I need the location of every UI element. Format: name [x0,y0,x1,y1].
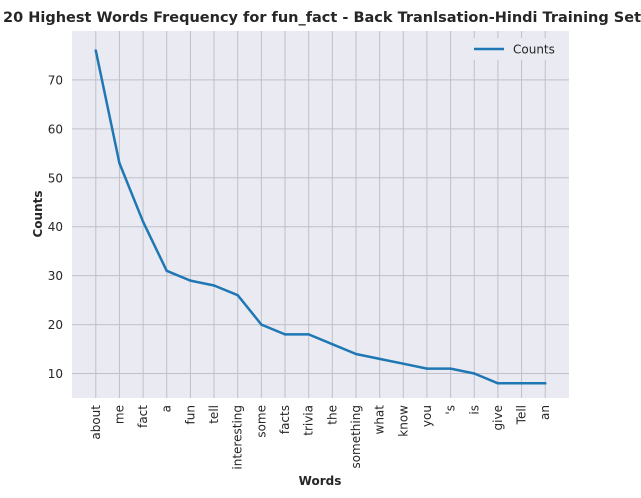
y-tick-label: 30 [48,269,63,283]
plot-area [72,31,569,398]
data-point [543,382,547,385]
data-point [260,323,263,326]
x-axis: about me fact a fun tell interesting some facts t… [89,405,552,470]
data-point [378,357,381,361]
x-tick-label: interesting [231,405,245,470]
x-tick-label: trivia [302,405,316,436]
legend-label: Counts [513,43,555,57]
data-point [141,220,145,224]
x-tick-label: give [491,405,505,430]
y-axis-label: Counts [31,190,45,237]
data-point [307,333,310,336]
data-point [212,284,216,287]
data-point [496,382,500,385]
y-tick-label: 60 [48,122,63,136]
data-point [425,367,429,370]
x-tick-label: know [396,405,410,437]
x-tick-label: tell [207,405,221,424]
x-tick-label: a [160,405,174,412]
y-tick-label: 40 [48,220,63,234]
chart-title: 20 Highest Words Frequency for fun_fact … [3,10,641,26]
x-tick-label: the [325,405,339,425]
x-tick-label: what [373,405,387,435]
x-tick-label: an [538,405,552,420]
y-tick-label: 50 [48,171,63,185]
data-point [189,279,192,282]
data-point [331,342,334,346]
data-point [283,333,287,336]
x-tick-label: facts [278,405,292,434]
data-point [236,293,239,297]
data-point [118,161,121,165]
y-tick-label: 10 [48,367,63,381]
x-tick-label: Tell [515,405,529,425]
legend-box [466,38,562,60]
series-line [94,49,547,385]
y-axis: 10 20 30 40 50 60 70 [48,73,63,381]
x-tick-label: me [112,405,126,424]
data-point [449,367,452,370]
data-point [94,49,98,52]
data-point [520,382,523,385]
x-tick-label: fun [183,405,197,424]
x-axis-label: Words [299,474,342,488]
legend: Counts [466,38,562,60]
y-tick-label: 70 [48,73,63,87]
data-point [354,352,358,356]
x-tick-label: you [420,405,434,427]
x-tick-label: 's [444,405,458,415]
x-tick-label: fact [136,405,150,428]
x-tick-label: about [89,405,103,440]
data-point [402,362,405,365]
y-tick-label: 20 [48,318,63,332]
x-tick-label: something [349,405,363,469]
grid [72,31,569,398]
data-point [165,269,168,273]
x-tick-label: is [467,405,481,415]
data-point [473,372,476,375]
x-tick-label: some [254,405,268,438]
series-group [94,49,547,385]
